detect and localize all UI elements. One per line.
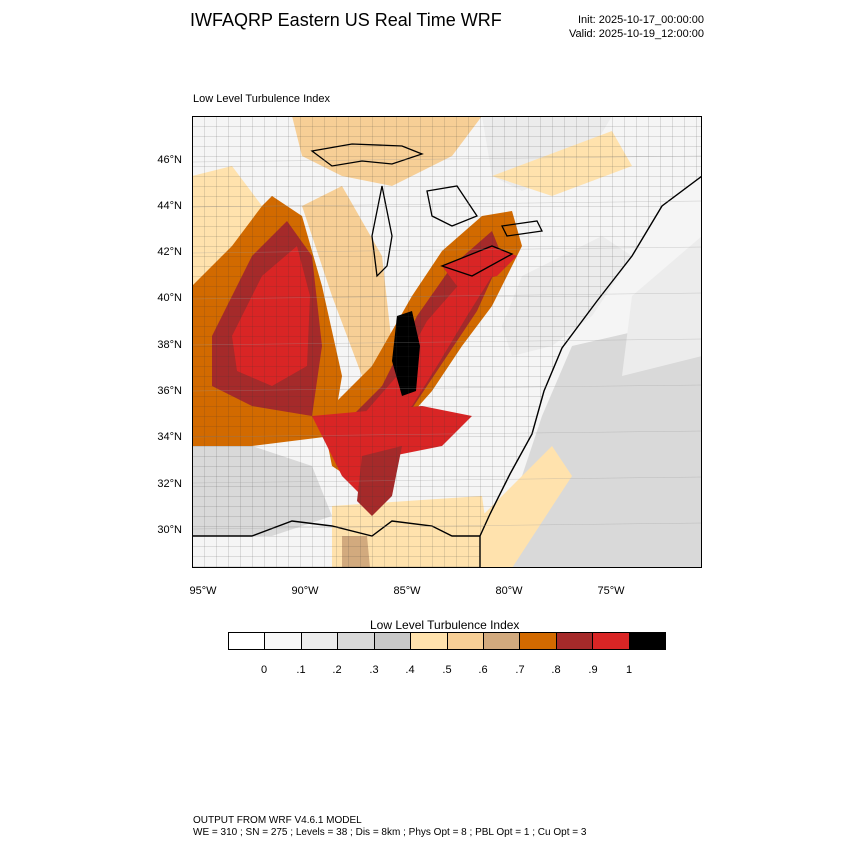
- map-border: [192, 116, 702, 568]
- lake-huron: [426, 185, 478, 227]
- colorbar-swatch: [483, 633, 521, 649]
- legend-label-5: .5: [442, 664, 452, 676]
- lake-michigan: [371, 185, 393, 278]
- colorbar-swatch: [593, 633, 630, 649]
- atlantic-coastline: [479, 175, 703, 568]
- lat-label-38: 38°N: [157, 339, 182, 351]
- colorbar-swatch: [301, 633, 339, 649]
- ocean-shading-2: [622, 236, 702, 376]
- model-footer: OUTPUT FROM WRF V4.6.1 MODEL WE = 310 ; …: [193, 815, 586, 839]
- colorbar-swatch: [265, 633, 302, 649]
- legend-label-3: .3: [369, 664, 379, 676]
- legend-label-0: 0: [260, 664, 268, 676]
- lat-label-40: 40°N: [157, 292, 182, 304]
- lake-superior: [310, 143, 424, 167]
- lat-label-44: 44°N: [157, 200, 182, 212]
- legend-title: Low Level Turbulence Index: [370, 618, 520, 632]
- lon-label-80: 80°W: [495, 585, 523, 597]
- legend-label-4: .4: [405, 664, 415, 676]
- lon-label-85: 85°W: [393, 585, 421, 597]
- colorbar-swatch: [520, 633, 557, 649]
- lat-label-32: 32°N: [157, 478, 182, 490]
- lake-erie: [440, 245, 514, 277]
- lat-label-34: 34°N: [157, 431, 182, 443]
- colorbar-swatch: [229, 633, 266, 649]
- map-subtitle: Low Level Turbulence Index: [193, 93, 330, 105]
- footer-line-1: OUTPUT FROM WRF V4.6.1 MODEL: [193, 815, 362, 826]
- colorbar-swatch: [374, 633, 412, 649]
- init-valid-times: Init: 2025-10-17_00:00:00 Valid: 2025-10…: [569, 13, 704, 41]
- legend-label-8: .8: [551, 664, 561, 676]
- lon-label-75: 75°W: [597, 585, 625, 597]
- legend-label-2: .2: [332, 664, 342, 676]
- map-panel: [191, 116, 703, 568]
- legend-label-6: .6: [478, 664, 488, 676]
- lat-label-36: 36°N: [157, 385, 182, 397]
- lat-label-46: 46°N: [157, 154, 182, 166]
- valid-time: Valid: 2025-10-19_12:00:00: [569, 28, 704, 40]
- colorbar-swatch: [556, 633, 594, 649]
- lat-label-42: 42°N: [157, 246, 182, 258]
- legend-label-10: 1: [625, 664, 633, 676]
- colorbar: [228, 632, 666, 650]
- legend-label-9: .9: [588, 664, 598, 676]
- colorbar-swatch: [629, 633, 666, 649]
- map-title: IWFAQRP Eastern US Real Time WRF: [190, 10, 502, 30]
- lake-ontario: [501, 220, 543, 237]
- legend-label-7: .7: [515, 664, 525, 676]
- lon-label-90: 90°W: [291, 585, 319, 597]
- colorbar-swatch: [338, 633, 375, 649]
- legend-label-1: .1: [296, 664, 306, 676]
- colorbar-swatch: [411, 633, 448, 649]
- colorbar-swatch: [447, 633, 484, 649]
- coastal-shading: [482, 446, 572, 568]
- footer-line-2: WE = 310 ; SN = 275 ; Levels = 38 ; Dis …: [193, 827, 587, 838]
- lat-label-30: 30°N: [157, 524, 182, 536]
- gulf-coastline: [192, 520, 480, 537]
- lon-label-95: 95°W: [189, 585, 217, 597]
- turbulence-map: [191, 116, 703, 568]
- graticule: [191, 155, 703, 530]
- init-time: Init: 2025-10-17_00:00:00: [578, 14, 704, 26]
